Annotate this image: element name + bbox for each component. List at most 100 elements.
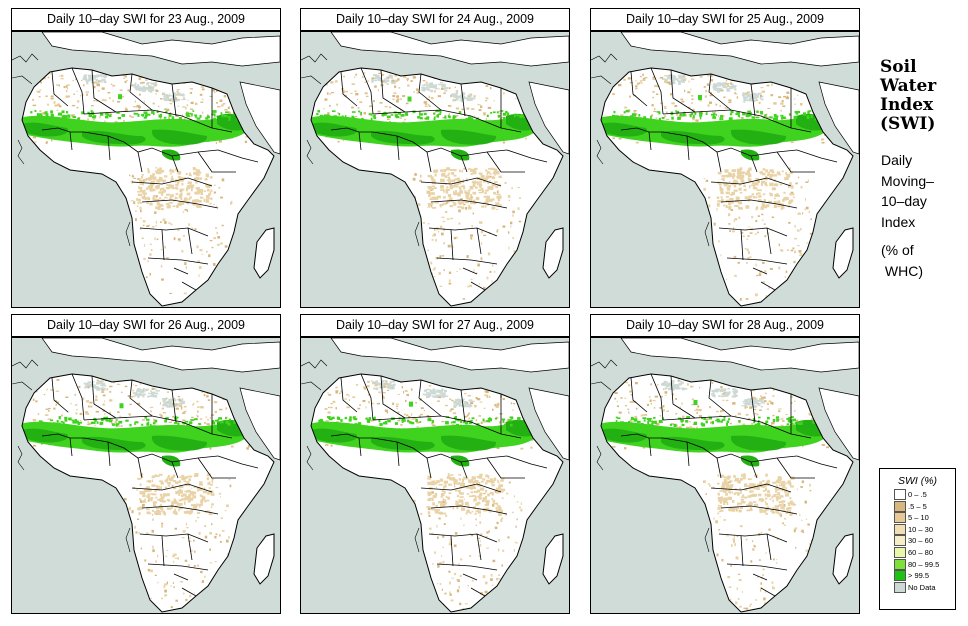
country-border (450, 229, 454, 261)
coastline (301, 75, 322, 85)
country-border (760, 281, 776, 291)
saturated-zone (741, 455, 760, 467)
europe-landmass (620, 338, 859, 373)
legend-swatch (894, 546, 906, 558)
swi-map (300, 31, 570, 308)
country-border (161, 535, 165, 567)
country-border (171, 83, 177, 117)
coastline (125, 527, 131, 553)
legend-item: > 99.5 (880, 570, 955, 582)
legend-swatch (894, 570, 906, 582)
index-subtitle-line: 10–day (881, 193, 927, 209)
europe-landmass (330, 338, 569, 373)
saturated-zone (441, 129, 497, 145)
coastline (414, 221, 420, 247)
country-border (486, 151, 525, 173)
legend-item: 30 – 60 (880, 535, 955, 547)
country-border (506, 149, 548, 163)
country-border (460, 461, 468, 479)
europe-landmass (41, 32, 280, 67)
country-border (181, 281, 197, 291)
legend-label: No Data (908, 582, 936, 592)
country-border (139, 227, 209, 237)
country-border (51, 377, 69, 413)
country-border (460, 389, 466, 423)
swi-field (601, 68, 838, 305)
coastline (596, 445, 604, 471)
panel-title: Daily 10–day SWI for 27 Aug., 2009 (300, 314, 570, 337)
legend-item: 5 – 10 (880, 512, 955, 524)
legend-swatch (894, 512, 906, 524)
legend-swatch (894, 523, 906, 535)
country-border (462, 573, 478, 581)
legend-swatch (894, 535, 906, 547)
panel-title: Daily 10–day SWI for 28 Aug., 2009 (590, 314, 860, 337)
index-title-line: Water (880, 76, 937, 96)
index-title-line: Soil (880, 57, 917, 77)
swi-map (590, 31, 860, 308)
country-border (718, 533, 788, 543)
country-border (648, 437, 652, 457)
index-unit-line: WHC) (881, 262, 923, 279)
map-svg (12, 32, 280, 307)
country-border (506, 455, 548, 469)
country-border (740, 535, 744, 567)
country-border (436, 563, 498, 571)
swi-map (300, 337, 570, 614)
legend-item: 10 – 30 (880, 523, 955, 536)
country-border (726, 257, 788, 265)
country-border (380, 69, 406, 113)
coastline (125, 221, 131, 247)
coastline (306, 139, 314, 165)
country-border (476, 227, 482, 255)
index-title-line: Index (880, 95, 934, 115)
legend-item: 60 – 80 (880, 546, 955, 559)
saturated-zone (162, 149, 181, 161)
country-border (648, 131, 652, 151)
country-border (720, 505, 798, 515)
country-border (107, 135, 111, 161)
country-border (670, 69, 696, 113)
map-svg (591, 338, 859, 613)
europe-landmass (41, 338, 280, 373)
country-border (372, 415, 522, 439)
arabia-landmass (818, 387, 859, 461)
country-border (476, 533, 482, 561)
coastline (591, 75, 612, 85)
country-border (197, 151, 236, 173)
country-border (340, 71, 358, 107)
country-border (51, 71, 69, 107)
country-border (760, 587, 776, 597)
africa-coastline (600, 67, 854, 307)
country-border (380, 375, 406, 419)
legend-label: 30 – 60 (908, 536, 934, 546)
country-border (137, 457, 143, 479)
saturated-zone (152, 129, 208, 145)
coastline (596, 139, 604, 165)
country-border (776, 457, 815, 479)
arabia-landmass (818, 81, 859, 155)
legend-swatch (894, 558, 906, 570)
coastline (12, 381, 33, 391)
legend-label: 5 – 10 (908, 513, 929, 523)
country-border (187, 227, 193, 255)
saturated-zone (451, 455, 470, 467)
panel-title: Daily 10–day SWI for 25 Aug., 2009 (590, 8, 860, 31)
map-svg (301, 32, 569, 307)
country-border (107, 441, 111, 467)
country-border (718, 227, 788, 237)
africa-coastline (21, 67, 275, 307)
arabia-landmass (239, 81, 280, 155)
map-svg (591, 32, 859, 307)
legend-swatch (894, 489, 906, 500)
coastline (301, 53, 328, 63)
country-border (708, 73, 732, 111)
coastline (414, 527, 420, 553)
country-border (796, 149, 838, 163)
country-border (418, 73, 442, 111)
index-subtitle-line: Moving– (881, 172, 934, 189)
country-border (147, 563, 209, 571)
panel-title: Daily 10–day SWI for 23 Aug., 2009 (11, 8, 281, 31)
country-border (139, 533, 209, 543)
coastline (12, 53, 39, 63)
